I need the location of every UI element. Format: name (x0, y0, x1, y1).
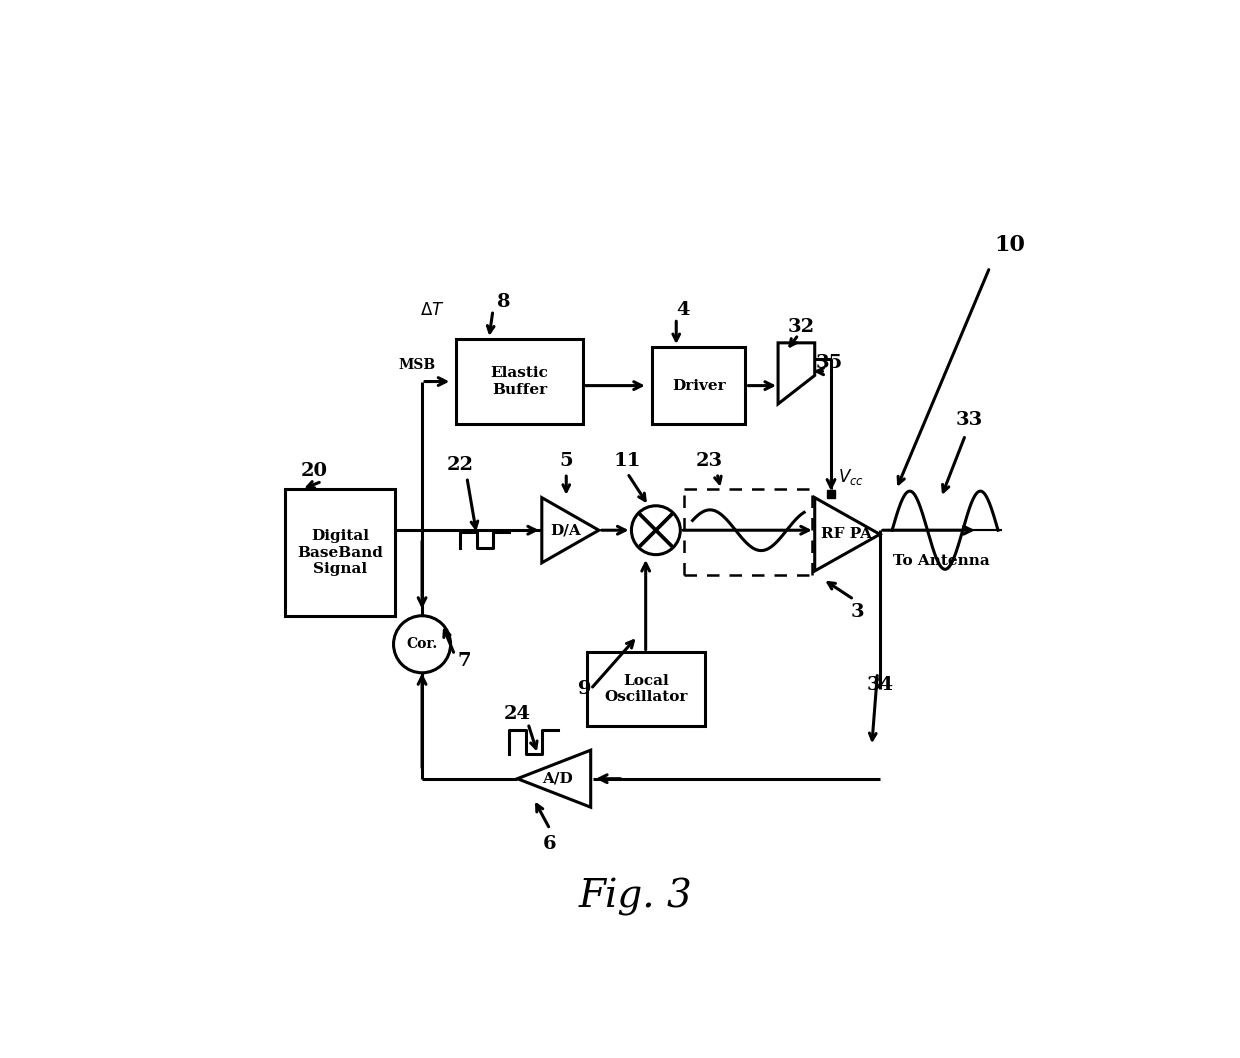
Text: 23: 23 (696, 452, 723, 470)
Text: 24: 24 (503, 705, 531, 723)
Text: A/D: A/D (542, 771, 573, 786)
Text: 5: 5 (559, 452, 573, 470)
Text: Digital
BaseBand
Signal: Digital BaseBand Signal (298, 529, 383, 576)
Bar (587, 653, 704, 726)
Text: 9: 9 (578, 680, 591, 698)
Text: 35: 35 (816, 354, 843, 372)
Bar (285, 490, 396, 616)
Text: 32: 32 (787, 317, 815, 335)
Text: Cor.: Cor. (407, 637, 438, 652)
Text: 10: 10 (994, 234, 1025, 256)
Bar (456, 339, 583, 424)
Text: RF PA: RF PA (821, 527, 872, 542)
Text: 3: 3 (851, 603, 864, 621)
Text: Fig. 3: Fig. 3 (579, 878, 692, 916)
Text: Local
Oscillator: Local Oscillator (604, 674, 687, 705)
Text: MSB: MSB (399, 358, 436, 371)
Text: 6: 6 (543, 835, 557, 853)
Text: 8: 8 (497, 293, 511, 311)
Text: To Antenna: To Antenna (893, 554, 990, 568)
Text: 11: 11 (614, 452, 641, 470)
Text: 33: 33 (956, 412, 983, 430)
Text: D/A: D/A (551, 524, 580, 537)
Text: $\Delta T$: $\Delta T$ (419, 302, 444, 318)
Text: Driver: Driver (672, 379, 725, 393)
Text: 34: 34 (867, 676, 894, 694)
Text: 20: 20 (300, 461, 327, 479)
Text: 22: 22 (446, 456, 474, 474)
Text: 4: 4 (676, 302, 689, 320)
Text: $V_{cc}$: $V_{cc}$ (837, 468, 863, 488)
Bar (652, 347, 745, 424)
Text: 7: 7 (458, 652, 471, 670)
Text: Elastic
Buffer: Elastic Buffer (491, 366, 548, 397)
